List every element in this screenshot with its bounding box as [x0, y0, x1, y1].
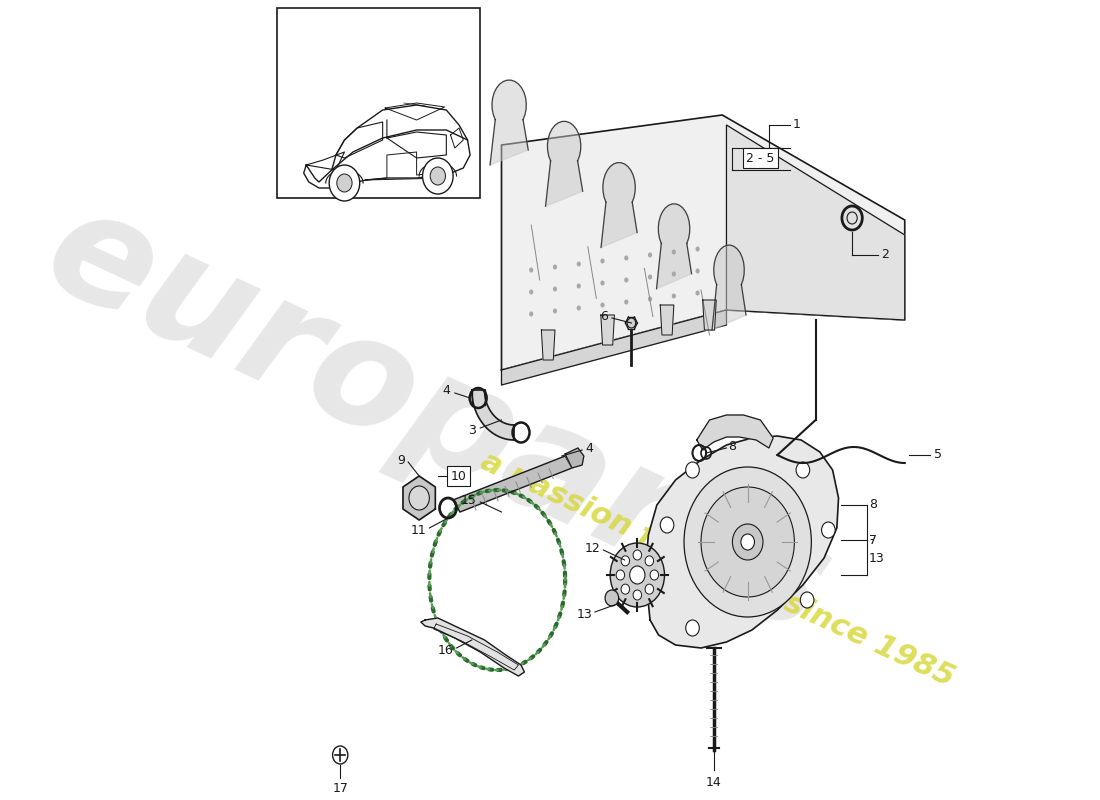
- Text: 11: 11: [410, 523, 426, 537]
- Circle shape: [624, 299, 628, 305]
- Circle shape: [701, 487, 794, 597]
- Text: 6: 6: [601, 310, 608, 322]
- Circle shape: [553, 309, 557, 314]
- Circle shape: [529, 311, 534, 317]
- Circle shape: [610, 543, 664, 607]
- Circle shape: [621, 584, 629, 594]
- Circle shape: [332, 746, 348, 764]
- Circle shape: [695, 290, 700, 295]
- Circle shape: [605, 590, 618, 606]
- Circle shape: [430, 167, 446, 185]
- Text: 7: 7: [869, 534, 877, 546]
- Circle shape: [601, 281, 605, 286]
- Polygon shape: [657, 204, 692, 289]
- Circle shape: [634, 550, 641, 560]
- Circle shape: [847, 212, 857, 224]
- Text: 12: 12: [585, 542, 601, 554]
- Polygon shape: [502, 115, 904, 370]
- Text: 14: 14: [706, 776, 722, 789]
- Polygon shape: [601, 162, 637, 247]
- Text: 15: 15: [461, 494, 477, 506]
- Circle shape: [695, 246, 700, 251]
- Circle shape: [576, 306, 581, 310]
- Polygon shape: [712, 245, 746, 330]
- Circle shape: [621, 556, 629, 566]
- Circle shape: [822, 522, 835, 538]
- Text: a passion for parts since 1985: a passion for parts since 1985: [476, 447, 959, 693]
- Circle shape: [733, 524, 763, 560]
- Text: 8: 8: [869, 498, 877, 511]
- Circle shape: [529, 290, 534, 294]
- Circle shape: [409, 486, 429, 510]
- Text: 4: 4: [442, 385, 451, 398]
- Circle shape: [645, 584, 653, 594]
- Circle shape: [337, 174, 352, 192]
- Circle shape: [627, 318, 636, 328]
- Text: 2: 2: [881, 249, 889, 262]
- Text: 1: 1: [793, 118, 801, 131]
- Circle shape: [648, 274, 652, 279]
- Circle shape: [634, 590, 641, 600]
- Circle shape: [329, 165, 360, 201]
- Circle shape: [684, 467, 812, 617]
- Circle shape: [616, 570, 625, 580]
- Text: 3: 3: [469, 423, 476, 437]
- Circle shape: [601, 258, 605, 263]
- Circle shape: [529, 267, 534, 273]
- Circle shape: [601, 302, 605, 307]
- Text: 17: 17: [332, 782, 348, 795]
- Polygon shape: [502, 310, 726, 385]
- Text: 5: 5: [934, 449, 942, 462]
- Polygon shape: [646, 436, 838, 648]
- Circle shape: [796, 462, 810, 478]
- Polygon shape: [421, 618, 525, 676]
- Polygon shape: [490, 80, 528, 165]
- Circle shape: [648, 297, 652, 302]
- Text: 9: 9: [398, 454, 406, 466]
- Polygon shape: [453, 456, 572, 512]
- Text: -: -: [869, 534, 873, 546]
- Circle shape: [629, 566, 645, 584]
- Circle shape: [741, 534, 755, 550]
- Circle shape: [624, 255, 628, 261]
- Circle shape: [553, 265, 557, 270]
- Text: 10: 10: [451, 470, 466, 482]
- Text: europarts: europarts: [24, 174, 852, 666]
- Polygon shape: [541, 330, 556, 360]
- Polygon shape: [546, 122, 583, 206]
- Circle shape: [553, 286, 557, 291]
- Text: 16: 16: [438, 643, 453, 657]
- Circle shape: [576, 283, 581, 289]
- Polygon shape: [703, 300, 716, 330]
- Polygon shape: [472, 390, 514, 440]
- Polygon shape: [565, 448, 584, 468]
- Text: 4: 4: [585, 442, 593, 454]
- Circle shape: [801, 592, 814, 608]
- FancyBboxPatch shape: [276, 8, 481, 198]
- Circle shape: [660, 517, 674, 533]
- Text: 8: 8: [728, 439, 736, 453]
- Circle shape: [672, 250, 676, 254]
- Circle shape: [685, 620, 700, 636]
- Circle shape: [645, 556, 653, 566]
- Polygon shape: [403, 476, 436, 520]
- Circle shape: [648, 253, 652, 258]
- Polygon shape: [696, 415, 773, 450]
- Polygon shape: [660, 305, 674, 335]
- Text: 13: 13: [869, 551, 884, 565]
- Text: 2 - 5: 2 - 5: [746, 151, 774, 165]
- Circle shape: [422, 158, 453, 194]
- Circle shape: [695, 269, 700, 274]
- Polygon shape: [601, 315, 615, 345]
- Polygon shape: [726, 125, 904, 320]
- Circle shape: [576, 262, 581, 266]
- Circle shape: [672, 294, 676, 298]
- Circle shape: [650, 570, 659, 580]
- Circle shape: [624, 278, 628, 282]
- Text: 13: 13: [576, 607, 592, 621]
- Circle shape: [672, 271, 676, 277]
- Circle shape: [685, 462, 700, 478]
